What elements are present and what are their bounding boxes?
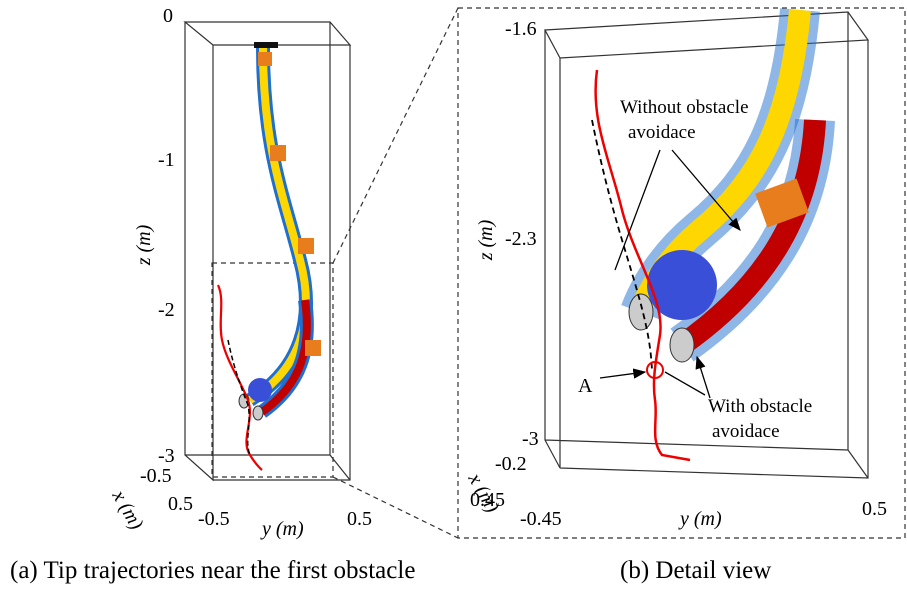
z-tick: -1 [158, 149, 175, 171]
caption: (a) Tip trajectories near the first obst… [10, 557, 415, 584]
y-axis-label: y (m) [678, 508, 722, 530]
z-axis-label: z (m) [133, 224, 155, 266]
x-tick: -0.2 [495, 453, 527, 475]
annotation: avoidace [712, 421, 780, 442]
z-axis-label: z (m) [475, 219, 497, 261]
x-axis-label: x (m) [107, 486, 148, 534]
annotation: With obstacle [708, 396, 812, 417]
x-tick: -0.5 [140, 465, 172, 487]
annotation: Without obstacle [620, 97, 749, 118]
panel-a-robot [216, 42, 321, 471]
panel-b-robot [591, 8, 835, 462]
x-tick: 0.5 [168, 493, 193, 515]
z-tick: -2 [158, 299, 175, 321]
z-tick: -1.6 [505, 18, 537, 40]
annotation: avoidace [628, 122, 696, 143]
y-tick: 0.5 [347, 508, 372, 530]
z-tick: 0 [163, 5, 173, 27]
y-tick: -0.45 [520, 508, 562, 530]
z-tick: -2.3 [505, 228, 537, 250]
z-tick: -3 [522, 428, 539, 450]
x-tick: 0.45 [470, 489, 505, 511]
caption: (b) Detail view [620, 557, 771, 584]
z-tick: -3 [158, 445, 175, 467]
point-label: A [578, 375, 593, 397]
y-tick: 0.5 [862, 498, 887, 520]
panel-b-box [544, 11, 870, 479]
y-tick: -0.5 [198, 508, 230, 530]
panel-a-box [183, 7, 459, 539]
y-axis-label: y (m) [260, 518, 304, 540]
